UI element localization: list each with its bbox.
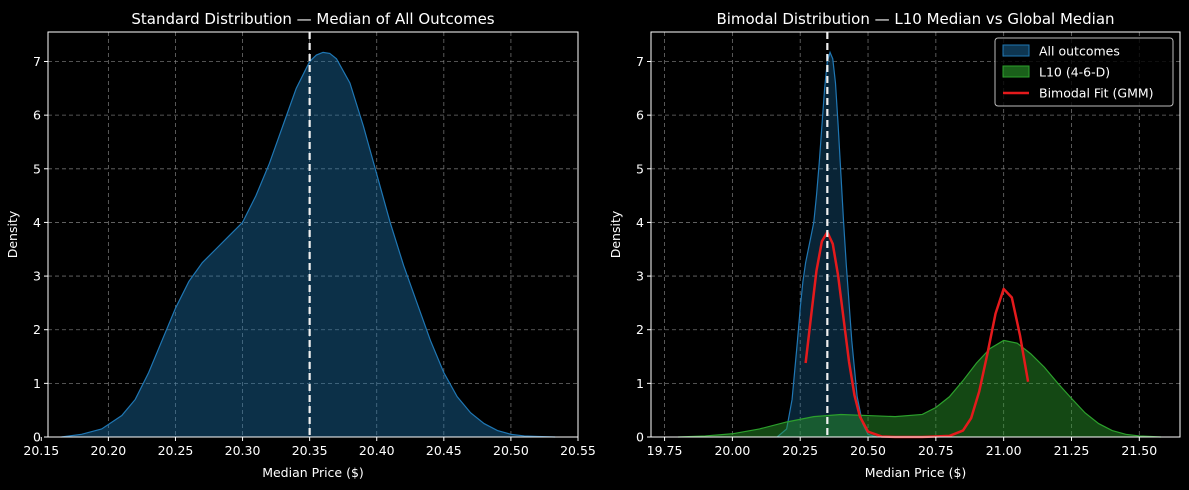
y-tick-label: 4 — [636, 215, 644, 230]
x-tick-label: 21.25 — [1054, 443, 1090, 458]
y-tick-label: 4 — [33, 215, 41, 230]
legend-label-gmm: Bimodal Fit (GMM) — [1039, 86, 1154, 101]
plot-frame-left — [47, 31, 579, 438]
x-tick-label: 19.75 — [647, 443, 683, 458]
y-tick-label: 2 — [33, 322, 41, 337]
series-outline-all-outcomes — [776, 50, 878, 438]
x-ticks-right: 19.75 20.00 20.25 20.50 20.75 21.00 21.25 21.50 — [647, 437, 1157, 458]
x-axis-label-left: Median Price ($) — [262, 465, 364, 480]
y-tick-label: 7 — [33, 54, 41, 69]
grid-right — [651, 32, 1180, 438]
x-tick-label: 20.30 — [225, 443, 261, 458]
chart-title-left: Standard Distribution — Median of All Ou… — [131, 10, 494, 28]
y-tick-label: 0 — [636, 430, 644, 445]
series-area-series — [61, 52, 556, 437]
y-tick-label: 1 — [33, 376, 41, 391]
x-tick-label: 20.00 — [714, 443, 750, 458]
y-tick-label: 6 — [33, 108, 41, 123]
legend-label-l10: L10 (4-6-D) — [1039, 65, 1110, 80]
y-tick-label: 2 — [636, 322, 644, 337]
x-tick-label: 20.45 — [426, 443, 462, 458]
series-outline-l10-4-6-d- — [678, 339, 1162, 438]
x-tick-label: 21.50 — [1121, 443, 1157, 458]
x-tick-label: 20.20 — [90, 443, 126, 458]
plot-frame-right — [650, 31, 1181, 438]
y-tick-label: 7 — [636, 54, 644, 69]
y-tick-label: 0 — [33, 430, 41, 445]
series-area-l10-4-6-d- — [678, 340, 1162, 437]
x-tick-label: 20.25 — [782, 443, 818, 458]
x-tick-label: 20.25 — [158, 443, 194, 458]
y-ticks-left: 0 1 2 3 4 5 6 7 — [33, 54, 48, 445]
marks-left — [61, 32, 556, 438]
x-tick-label: 20.15 — [23, 443, 59, 458]
legend: All outcomes L10 (4-6-D) Bimodal Fit (GM… — [994, 37, 1174, 107]
series-outline-series — [61, 51, 556, 438]
legend-box — [994, 37, 1174, 107]
y-tick-label: 5 — [636, 161, 644, 176]
y-ticks-right: 0 1 2 3 4 5 6 7 — [636, 54, 651, 445]
y-tick-label: 3 — [636, 269, 644, 284]
legend-swatch-all-outcomes — [1002, 44, 1030, 57]
y-axis-label-right: Density — [608, 210, 623, 258]
chart-right: 19.75 20.00 20.25 20.50 20.75 21.00 21.25 21.50… — [608, 10, 1181, 480]
x-tick-label: 20.40 — [359, 443, 395, 458]
x-tick-label: 21.00 — [986, 443, 1022, 458]
x-axis-label-right: Median Price ($) — [865, 465, 967, 480]
y-axis-label-left: Density — [5, 210, 20, 258]
x-tick-label: 20.50 — [493, 443, 529, 458]
marks-right — [678, 32, 1162, 439]
legend-label-all-outcomes: All outcomes — [1039, 44, 1120, 59]
x-ticks-left: 20.15 20.20 20.25 20.30 20.35 20.40 20.45 20.50… — [23, 437, 596, 458]
y-tick-label: 5 — [33, 161, 41, 176]
y-tick-label: 6 — [636, 108, 644, 123]
legend-swatch-l10 — [1002, 65, 1030, 78]
x-tick-label: 20.55 — [560, 443, 596, 458]
chart-left: 20.15 20.20 20.25 20.30 20.35 20.40 20.45 20.50… — [5, 10, 596, 480]
y-tick-label: 3 — [33, 269, 41, 284]
x-tick-label: 20.35 — [292, 443, 328, 458]
chart-title-right: Bimodal Distribution — L10 Median vs Glo… — [716, 10, 1114, 28]
x-tick-label: 20.50 — [850, 443, 886, 458]
y-tick-label: 1 — [636, 376, 644, 391]
x-tick-label: 20.75 — [918, 443, 954, 458]
